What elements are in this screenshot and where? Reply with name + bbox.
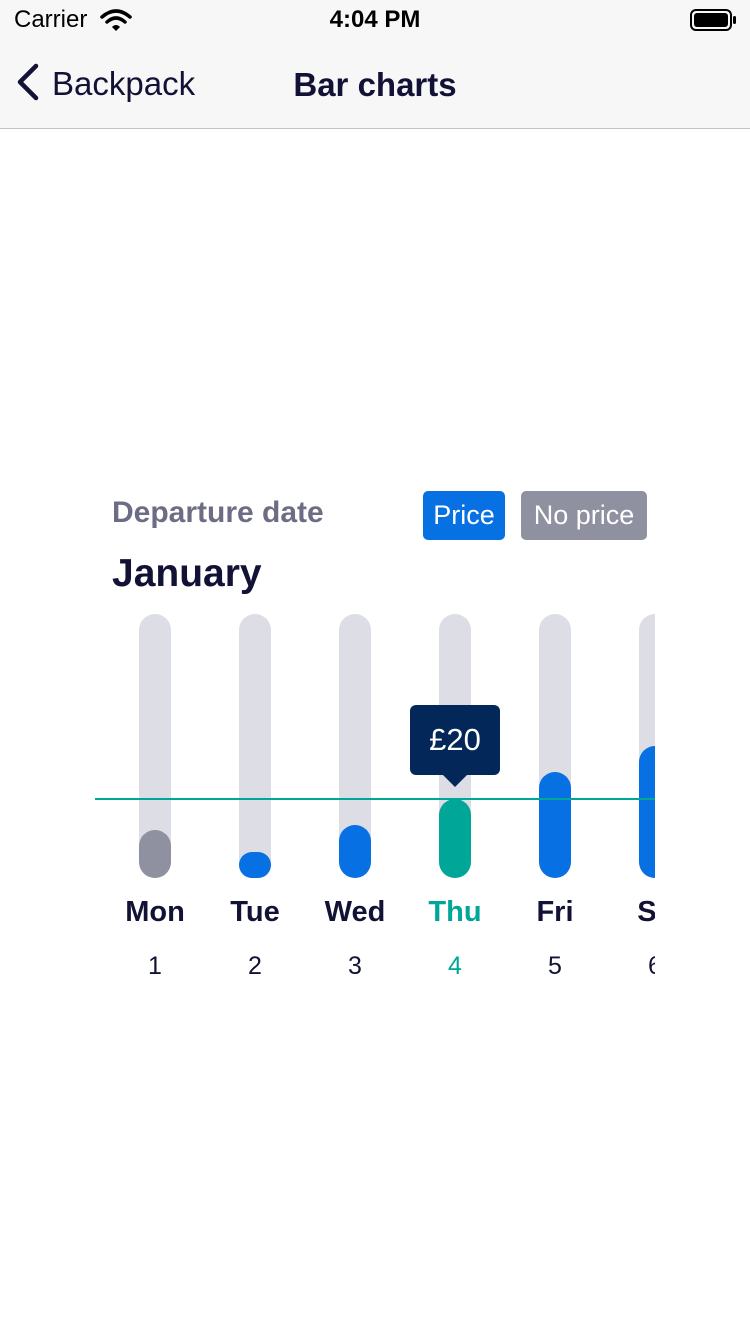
tooltip-arrow: [443, 774, 467, 787]
legend-no-price: No price: [521, 491, 647, 540]
day-label: Fri: [536, 896, 574, 928]
day-label: Wed: [324, 896, 386, 928]
bar-value-sa: [639, 746, 655, 878]
carrier-name: Carrier: [14, 6, 88, 33]
chevron-left-icon: [14, 62, 40, 107]
battery-icon: [690, 8, 738, 37]
bar-tue[interactable]: [239, 614, 271, 878]
bar-value-thu: [439, 798, 471, 878]
average-price-line: [95, 797, 655, 800]
day-label: Tue: [230, 896, 280, 928]
date-label: 3: [348, 952, 362, 980]
day-label: Sa: [637, 896, 655, 928]
bar-value-tue: [239, 851, 271, 878]
bar-chart: Mon 1 Tue 2 Wed 3 Thu 4 Fri 5 Sa 6 £20: [95, 600, 655, 1000]
date-label: 1: [148, 952, 162, 980]
bar-value-fri: [539, 772, 571, 878]
bar-wed[interactable]: [339, 614, 371, 878]
page-title: Bar charts: [293, 66, 457, 103]
day-label: Thu: [428, 896, 482, 928]
bar-value-mon: [139, 830, 171, 878]
bar-fri[interactable]: [539, 614, 571, 878]
back-button[interactable]: Backpack: [14, 62, 195, 106]
status-time: 4:04 PM: [329, 6, 421, 33]
date-label: 2: [248, 952, 262, 980]
navigation-bar: Backpack Bar charts: [0, 40, 750, 129]
month-title: January: [112, 552, 262, 595]
legend-price: Price: [423, 491, 505, 540]
date-label: 6: [605, 952, 655, 981]
status-bar: Carrier 4:04 PM: [0, 0, 750, 40]
departure-date-label: Departure date: [112, 496, 324, 529]
day-label: Mon: [125, 896, 185, 928]
bar-value-wed: [339, 825, 371, 878]
bar-sa[interactable]: [639, 614, 655, 878]
date-label: 5: [548, 952, 562, 980]
wifi-icon: [100, 8, 132, 37]
back-label: Backpack: [52, 65, 196, 102]
date-label: 4: [448, 952, 462, 980]
bar-mon[interactable]: [139, 614, 171, 878]
price-tooltip: £20: [410, 704, 500, 775]
